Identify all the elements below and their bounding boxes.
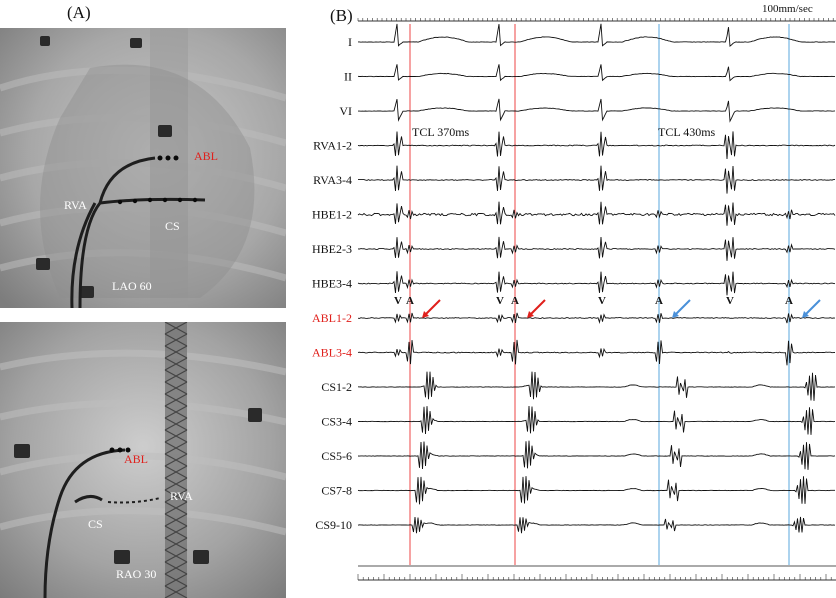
channel-label: VI — [339, 104, 352, 118]
panel-b-label: (B) — [330, 6, 353, 25]
fluoroscopy-lao-image: ABL RVA CS LAO 60 — [0, 28, 286, 308]
channel-label: HBE3-4 — [312, 277, 352, 291]
channel-label: RVA3-4 — [313, 173, 352, 187]
channel-label: CS3-4 — [321, 415, 352, 429]
v-marker: V — [726, 295, 734, 307]
trace-abl3-4 — [357, 339, 836, 366]
activation-arrow — [422, 299, 441, 318]
a-marker: A — [785, 295, 793, 307]
v-marker: V — [394, 295, 402, 307]
channel-labels: IIIVIRVA1-2RVA3-4HBE1-2HBE2-3HBE3-4ABL1-… — [312, 35, 352, 532]
tcl-right-label: TCL 430ms — [658, 125, 716, 139]
trace-vi — [358, 98, 836, 123]
trace-hbe3-4 — [357, 271, 836, 296]
intracardiac-electrogram: 100mm/sec IIIVIRVA1-2RVA3-4HBE1-2HBE2-3H… — [312, 3, 836, 581]
cs-label-top: CS — [165, 219, 180, 233]
trace-cs1-2 — [357, 371, 836, 401]
channel-traces — [357, 23, 836, 534]
channel-label: HBE1-2 — [312, 208, 352, 222]
channel-label: HBE2-3 — [312, 242, 352, 256]
va-annotations: V V V VA A A A — [394, 295, 793, 307]
trace-i — [358, 23, 835, 47]
channel-label: RVA1-2 — [313, 139, 352, 153]
channel-label: ABL1-2 — [312, 311, 352, 325]
trace-hbe1-2 — [357, 201, 836, 226]
cs-label-bottom: CS — [88, 517, 103, 531]
trace-ii — [357, 64, 836, 82]
view-label-rao: RAO 30 — [116, 567, 156, 581]
trace-rva1-2 — [357, 131, 836, 160]
abl-label-top: ABL — [194, 149, 218, 163]
activation-arrows — [422, 299, 821, 318]
a-marker: A — [511, 295, 519, 307]
a-marker: A — [406, 295, 414, 307]
panel-a-label: (A) — [67, 3, 91, 22]
timing-markers — [409, 24, 790, 565]
v-marker: V — [598, 295, 606, 307]
activation-arrow — [527, 299, 546, 318]
channel-label: II — [344, 70, 352, 84]
channel-label: CS7-8 — [321, 484, 352, 498]
trace-hbe2-3 — [357, 236, 836, 261]
trace-cs9-10 — [357, 516, 836, 534]
bottom-time-ruler — [357, 565, 836, 581]
activation-arrow — [802, 299, 821, 318]
v-marker: V — [496, 295, 504, 307]
activation-arrow — [672, 299, 691, 318]
tcl-left-label: TCL 370ms — [412, 125, 470, 139]
fluoroscopy-rao-image: ABL RVA CS RAO 30 — [0, 322, 286, 598]
channel-label: I — [348, 35, 352, 49]
rva-label-bottom: RVA — [170, 489, 193, 503]
channel-label: CS1-2 — [321, 380, 352, 394]
trace-cs3-4 — [357, 405, 836, 435]
a-marker: A — [655, 295, 663, 307]
rva-label-top: RVA — [64, 198, 87, 212]
trace-cs7-8 — [357, 476, 835, 505]
trace-cs5-6 — [357, 440, 836, 470]
trace-abl1-2 — [357, 312, 836, 324]
trace-rva3-4 — [358, 165, 835, 194]
abl-label-bottom: ABL — [124, 452, 148, 466]
view-label-lao: LAO 60 — [112, 279, 152, 293]
top-time-ruler — [357, 18, 836, 22]
sweep-speed-label: 100mm/sec — [762, 3, 813, 15]
channel-label: ABL3-4 — [312, 346, 352, 360]
channel-label: CS5-6 — [321, 449, 352, 463]
channel-label: CS9-10 — [315, 518, 352, 532]
